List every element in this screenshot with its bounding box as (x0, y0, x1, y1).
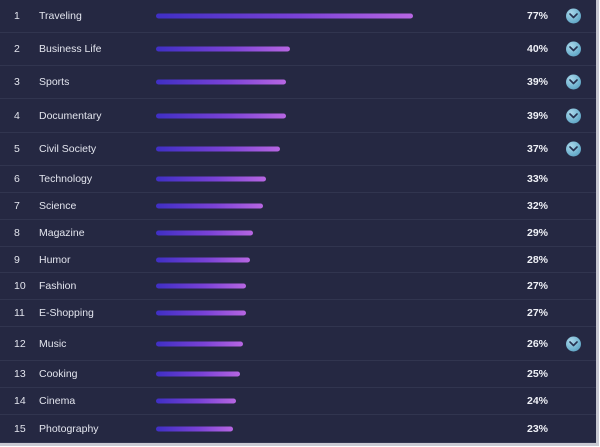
list-item: 7 Science 32% (0, 193, 596, 220)
list-item: 9 Humor 28% (0, 247, 596, 273)
rank-number: 11 (14, 307, 25, 319)
category-label: Cooking (39, 368, 78, 380)
percentage-value: 27% (526, 307, 548, 319)
score-bar-fill (156, 310, 246, 316)
category-label: Music (39, 337, 67, 350)
percentage-value: 77% (526, 10, 548, 22)
score-bar-fill (156, 230, 253, 236)
chevron-down-icon[interactable] (566, 8, 581, 24)
score-bar-fill (156, 146, 280, 152)
percentage-value: 33% (526, 173, 548, 185)
score-bar-track (156, 426, 490, 431)
rank-number: 15 (14, 422, 26, 435)
list-item[interactable]: 3 Sports 39% (0, 66, 596, 99)
rank-number: 10 (14, 280, 26, 292)
category-label: Magazine (39, 227, 85, 239)
score-bar-track (156, 46, 490, 52)
percentage-value: 25% (526, 368, 548, 380)
chevron-down-icon[interactable] (566, 141, 581, 157)
score-bar-track (156, 230, 490, 236)
score-bar-fill (156, 13, 413, 19)
score-bar-fill (156, 426, 233, 431)
rank-number: 12 (14, 337, 26, 350)
percentage-value: 27% (526, 280, 548, 292)
list-item: 10 Fashion 27% (0, 273, 596, 300)
score-bar-track (156, 13, 490, 19)
list-item[interactable]: 5 Civil Society 37% (0, 133, 596, 166)
score-bar-track (156, 146, 490, 152)
score-bar-fill (156, 341, 243, 346)
category-label: Business Life (39, 43, 102, 55)
score-bar-track (156, 371, 490, 377)
list-item: 15 Photography 23% (0, 415, 596, 443)
category-label: E-Shopping (39, 307, 94, 319)
list-item: 8 Magazine 29% (0, 220, 596, 247)
list-item[interactable]: 12 Music 26% (0, 327, 596, 361)
score-bar-track (156, 257, 490, 262)
percentage-value: 32% (526, 200, 548, 212)
score-bar-fill (156, 113, 286, 118)
score-bar-fill (156, 203, 263, 209)
rank-number: 2 (14, 43, 20, 55)
list-item: 6 Technology 33% (0, 166, 596, 193)
percentage-value: 24% (526, 395, 548, 407)
list-item: 11 E-Shopping 27% (0, 300, 596, 327)
score-bar-fill (156, 176, 266, 182)
score-bar-track (156, 79, 490, 85)
percentage-value: 28% (526, 253, 548, 266)
rank-number: 6 (14, 173, 20, 185)
percentage-value: 23% (526, 422, 548, 435)
category-label: Technology (39, 173, 93, 185)
score-bar-track (156, 176, 490, 182)
percentage-value: 39% (526, 109, 548, 122)
list-item: 14 Cinema 24% (0, 388, 596, 415)
rank-number: 13 (14, 368, 26, 380)
score-bar-fill (156, 257, 250, 262)
list-item: 13 Cooking 25% (0, 361, 596, 388)
category-label: Science (39, 200, 77, 212)
category-label: Humor (39, 253, 71, 266)
percentage-value: 39% (526, 76, 548, 88)
list-item[interactable]: 4 Documentary 39% (0, 99, 596, 133)
percentage-value: 37% (526, 143, 548, 155)
category-label: Sports (39, 76, 70, 88)
chevron-down-icon[interactable] (566, 74, 581, 90)
category-label: Documentary (39, 109, 102, 122)
rank-number: 14 (14, 395, 26, 407)
category-label: Civil Society (39, 143, 97, 155)
rank-number: 7 (14, 200, 20, 212)
percentage-value: 26% (526, 337, 548, 350)
category-label: Photography (39, 422, 99, 435)
rank-number: 8 (14, 227, 20, 239)
category-label: Cinema (39, 395, 76, 407)
rank-number: 4 (14, 109, 20, 122)
percentage-value: 29% (526, 227, 548, 239)
score-bar-track (156, 341, 490, 346)
percentage-value: 40% (526, 43, 548, 55)
score-bar-fill (156, 79, 286, 85)
score-bar-track (156, 203, 490, 209)
score-bar-fill (156, 46, 290, 52)
rank-number: 5 (14, 143, 20, 155)
rank-number: 3 (14, 76, 20, 88)
rank-number: 1 (14, 10, 20, 22)
score-bar-fill (156, 283, 246, 289)
chevron-down-icon[interactable] (566, 336, 581, 351)
score-bar-track (156, 398, 490, 404)
score-bar-track (156, 283, 490, 289)
category-label: Fashion (39, 280, 77, 292)
rank-number: 9 (14, 253, 20, 266)
list-item[interactable]: 2 Business Life 40% (0, 33, 596, 66)
score-bar-track (156, 310, 490, 316)
score-bar-fill (156, 371, 240, 377)
score-bar-fill (156, 398, 236, 404)
chevron-down-icon[interactable] (566, 108, 581, 123)
score-bar-track (156, 113, 490, 118)
chevron-down-icon[interactable] (566, 41, 581, 57)
list-item[interactable]: 1 Traveling 77% (0, 0, 596, 33)
category-label: Traveling (39, 10, 82, 22)
